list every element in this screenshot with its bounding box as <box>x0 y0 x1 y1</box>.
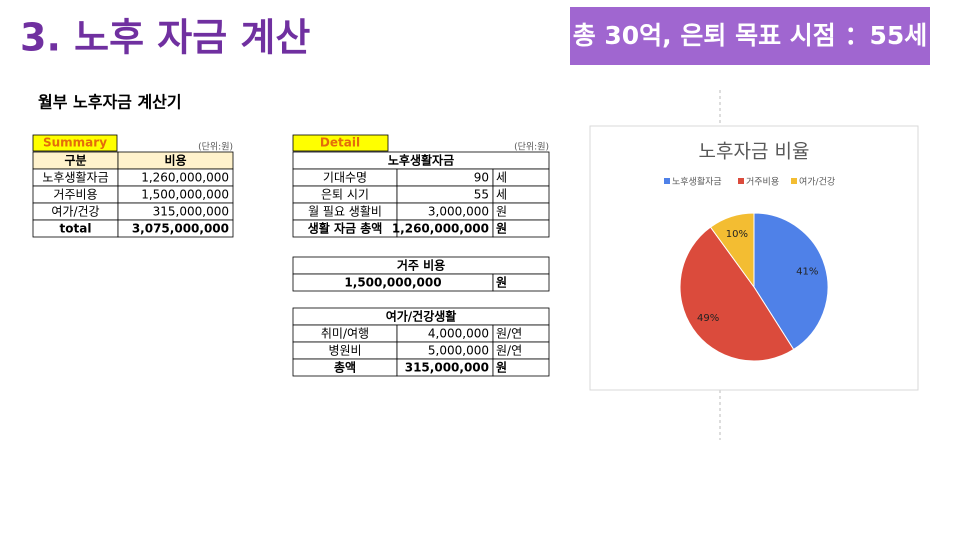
cell-text: 1,260,000,000 <box>141 171 229 185</box>
cell-text: 세 <box>496 188 507 202</box>
data-label: 49% <box>697 313 719 324</box>
cell-text: 5,000,000 <box>428 344 489 358</box>
badge-text: 총 30억, 은퇴 목표 시점 ：55세 <box>573 21 928 50</box>
cell-text: 1,260,000,000 <box>392 222 489 236</box>
cell-text: 원 <box>496 276 507 290</box>
badge <box>570 7 930 65</box>
legend-marker <box>791 178 797 184</box>
chart-title: 노후자금 비율 <box>699 141 810 163</box>
cell-text: 3,000,000 <box>428 205 489 219</box>
table-cell <box>292 134 389 152</box>
cell-text: 315,000,000 <box>153 205 229 219</box>
cell-text: 은퇴 시기 <box>321 188 369 202</box>
cell-text: 여가/건강생활 <box>386 309 457 324</box>
legend-marker <box>664 178 670 184</box>
table-cell <box>492 358 550 377</box>
cell-text: 비용 <box>164 153 186 168</box>
data-label: 10% <box>726 229 748 240</box>
cell-text: 월 필요 생활비 <box>308 205 382 219</box>
cell-text: 55 <box>474 188 489 202</box>
cell-text: 거주 비용 <box>397 258 445 273</box>
cell-text: 여가/건강 <box>51 205 99 219</box>
cell-text: total <box>60 222 92 236</box>
cell-text: 315,000,000 <box>405 361 489 375</box>
cell-text: 취미/여행 <box>321 326 369 341</box>
pie-slice <box>709 212 755 289</box>
cell-text: 3,075,000,000 <box>132 222 229 236</box>
legend-label: 거주비용 <box>746 177 779 188</box>
table-cell <box>32 134 118 152</box>
cell-text: 거주비용 <box>53 188 97 202</box>
cell-text: 노후생활자금 <box>42 171 108 185</box>
pie-slice <box>679 226 795 362</box>
section-label: Detail <box>320 136 360 150</box>
cell-text: 1,500,000,000 <box>141 188 229 202</box>
cell-text: 90 <box>474 171 489 185</box>
cell-text: 1,500,000,000 <box>344 276 441 290</box>
table-cell <box>492 273 550 292</box>
subtitle: 월부 노후자금 계산기 <box>38 93 182 112</box>
cell-text: 병원비 <box>328 344 361 358</box>
cell-text: 원/연 <box>496 344 522 358</box>
unit-note: (단위:원) <box>514 142 549 153</box>
legend-label: 노후생활자금 <box>672 176 722 188</box>
cell-text: 구분 <box>64 154 86 168</box>
cell-text: 4,000,000 <box>428 327 489 341</box>
cell-text: 원/연 <box>496 327 522 341</box>
cell-text: 기대수명 <box>323 171 367 185</box>
legend-marker <box>738 178 744 184</box>
cell-text: 원 <box>496 205 507 219</box>
cell-text: 원 <box>496 222 507 236</box>
cell-text: 생활 자금 총액 <box>308 221 383 236</box>
table-cell <box>492 219 550 238</box>
cell-text: 노후생활자금 <box>388 153 454 168</box>
data-label: 41% <box>796 267 818 278</box>
unit-note: (단위:원) <box>198 142 233 153</box>
slide-title: 3. 노후 자금 계산 <box>20 16 310 60</box>
cell-text: 총액 <box>334 360 356 375</box>
legend-label: 여가/건강 <box>799 176 835 188</box>
cell-text: 원 <box>496 361 507 375</box>
cell-text: 세 <box>496 171 507 185</box>
section-label: Summary <box>43 136 107 150</box>
table-cell <box>117 219 234 238</box>
